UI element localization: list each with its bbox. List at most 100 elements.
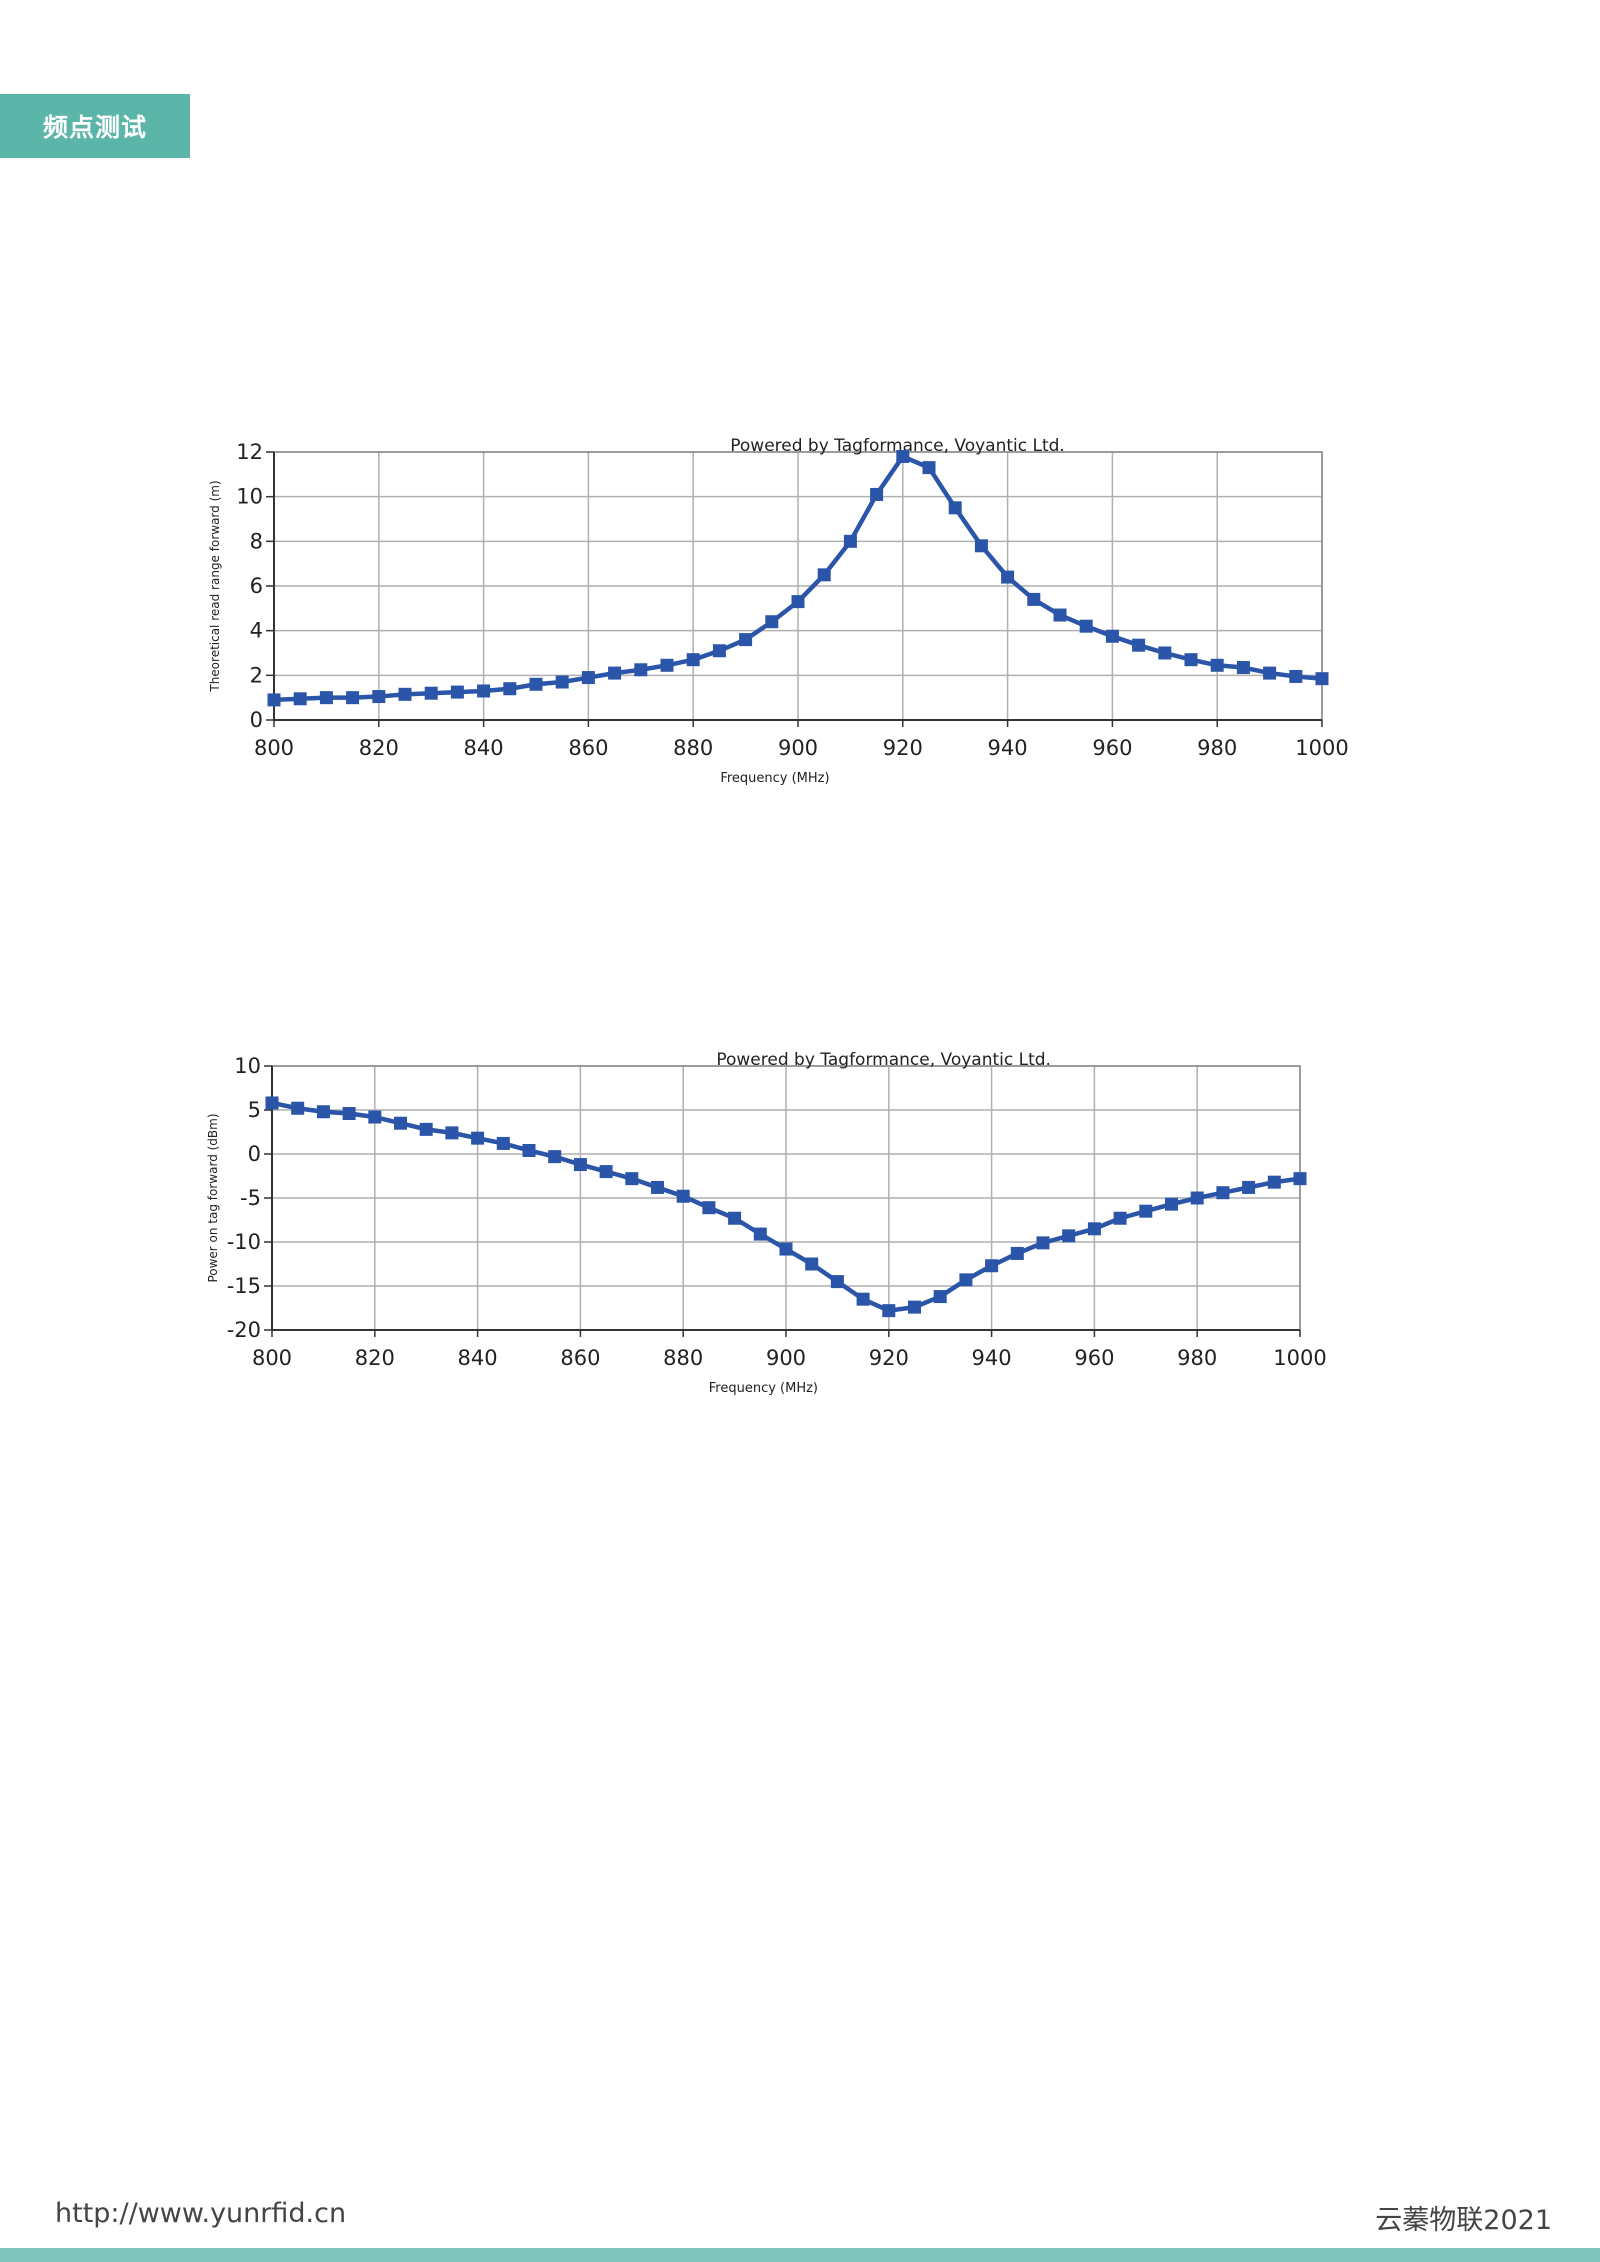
x-tick-label: 840 <box>464 736 504 760</box>
data-point <box>948 501 962 515</box>
data-point <box>319 691 333 705</box>
y-axis-label: Theoretical read range forward (m) <box>208 480 222 692</box>
data-point <box>1315 672 1329 686</box>
data-point <box>1010 1246 1024 1260</box>
data-point <box>1267 1175 1281 1189</box>
data-point <box>856 1292 870 1306</box>
data-point <box>477 684 491 698</box>
data-point <box>1001 570 1015 584</box>
data-point <box>791 595 805 609</box>
data-point <box>779 1242 793 1256</box>
y-tick-label: 10 <box>234 1054 261 1078</box>
data-point <box>450 685 464 699</box>
data-point <box>922 461 936 475</box>
data-point <box>1242 1180 1256 1194</box>
y-tick-label: 5 <box>248 1098 261 1122</box>
y-tick-label: 0 <box>250 708 263 732</box>
data-point <box>265 1096 279 1110</box>
data-point <box>555 675 569 689</box>
y-tick-label: 6 <box>250 574 263 598</box>
x-tick-label: 800 <box>254 736 294 760</box>
data-point <box>1263 666 1277 680</box>
data-point <box>739 633 753 647</box>
y-tick-label: -10 <box>227 1230 261 1254</box>
data-point <box>316 1105 330 1119</box>
data-point <box>625 1172 639 1186</box>
data-point <box>291 1101 305 1115</box>
y-tick-label: 12 <box>236 440 263 464</box>
data-point <box>830 1275 844 1289</box>
y-tick-label: 10 <box>236 485 263 509</box>
data-point <box>1079 619 1093 633</box>
y-tick-label: 2 <box>250 663 263 687</box>
data-point <box>817 568 831 582</box>
data-point <box>959 1273 973 1287</box>
chart-title: Powered by Tagformance, Voyantic Ltd. <box>716 1050 1051 1070</box>
data-point <box>424 686 438 700</box>
x-tick-label: 920 <box>869 1346 909 1370</box>
read-range-chart: 800 820 840 860 880 900 920 940 960 980 1000 0 2 4 6 8 1… <box>208 436 1349 786</box>
data-point <box>1184 653 1198 667</box>
data-point <box>896 449 910 463</box>
data-point <box>599 1165 613 1179</box>
data-point <box>1158 646 1172 660</box>
data-point <box>471 1131 485 1145</box>
data-point <box>346 691 360 705</box>
data-point <box>1165 1197 1178 1211</box>
data-point <box>753 1227 767 1241</box>
data-point <box>1210 658 1224 672</box>
data-point <box>1036 1236 1050 1250</box>
x-tick-label: 820 <box>355 1346 395 1370</box>
x-tick-label: 880 <box>673 736 713 760</box>
x-tick-label: 860 <box>560 1346 600 1370</box>
x-axis-label: Frequency (MHz) <box>709 1381 818 1396</box>
data-point <box>1027 592 1041 606</box>
data-point <box>1087 1222 1101 1236</box>
data-point <box>608 666 622 680</box>
data-point <box>496 1136 510 1150</box>
y-tick-label: -5 <box>240 1186 261 1210</box>
data-point <box>651 1180 664 1194</box>
x-tick-label: 1000 <box>1295 736 1348 760</box>
y-axis-label: Power on tag forward (dBm) <box>206 1113 220 1282</box>
data-point <box>702 1201 716 1215</box>
data-point <box>765 615 779 629</box>
data-point <box>293 692 307 706</box>
x-tick-label: 920 <box>883 736 923 760</box>
data-point <box>368 1110 382 1124</box>
data-point <box>933 1290 947 1304</box>
data-point <box>686 653 700 667</box>
data-point <box>398 687 412 701</box>
data-point <box>548 1150 562 1164</box>
data-point <box>1190 1191 1204 1205</box>
data-point <box>974 539 988 553</box>
y-tick-label: -15 <box>227 1274 261 1298</box>
data-point <box>1062 1229 1076 1243</box>
y-tick-label: 0 <box>248 1142 261 1166</box>
data-point <box>522 1143 536 1157</box>
x-tick-label: 840 <box>458 1346 498 1370</box>
y-tick-label: -20 <box>227 1318 261 1342</box>
data-point <box>503 682 517 696</box>
footer-brand: 云蓁物联2021 <box>1375 2205 1552 2236</box>
data-point <box>1216 1186 1230 1200</box>
data-point <box>372 690 386 704</box>
data-point <box>1293 1172 1307 1186</box>
x-tick-label: 800 <box>252 1346 292 1370</box>
chart-title: Powered by Tagformance, Voyantic Ltd. <box>730 436 1065 456</box>
data-point <box>843 534 857 548</box>
x-tick-label: 1000 <box>1273 1346 1326 1370</box>
x-tick-label: 960 <box>1074 1346 1114 1370</box>
data-point <box>870 487 884 501</box>
data-point <box>1053 608 1067 622</box>
data-point <box>728 1211 742 1225</box>
data-point <box>882 1304 896 1318</box>
data-point <box>529 677 543 691</box>
x-tick-label: 980 <box>1197 736 1237 760</box>
x-tick-label: 900 <box>778 736 818 760</box>
data-point <box>419 1122 433 1136</box>
x-tick-label: 960 <box>1092 736 1132 760</box>
data-point <box>394 1116 407 1130</box>
data-point <box>634 663 648 677</box>
footer-url[interactable]: http://www.yunrfid.cn <box>55 2198 347 2229</box>
